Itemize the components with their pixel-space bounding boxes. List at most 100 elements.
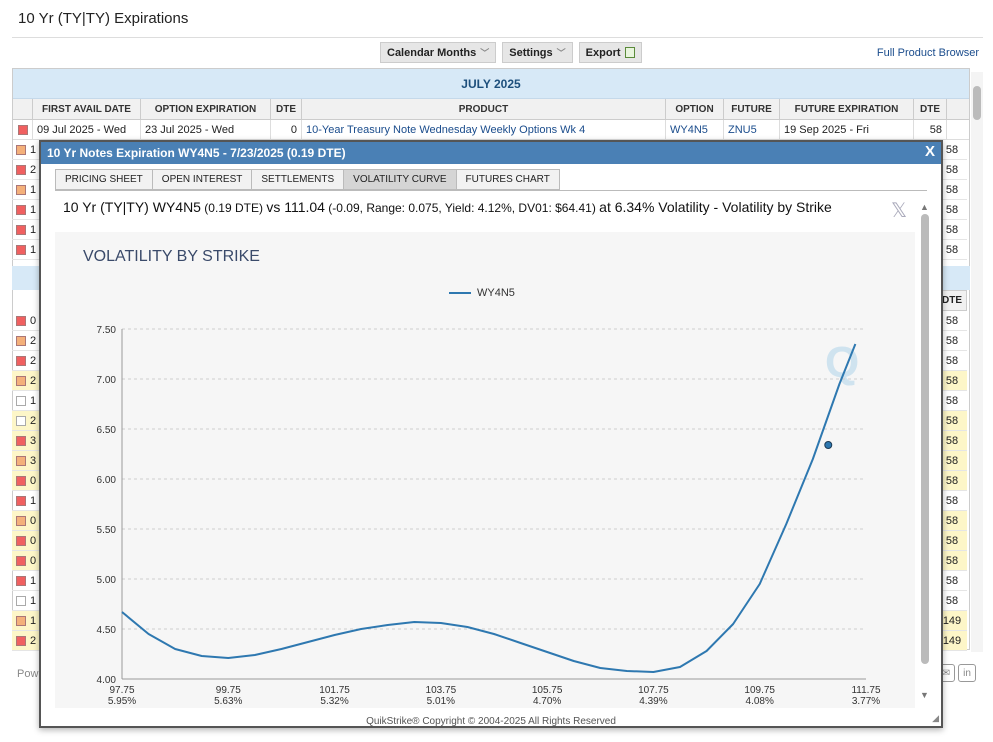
list-item[interactable]: 1: [12, 140, 42, 160]
col-header-option-exp: OPTION EXPIRATION: [141, 99, 271, 119]
dialog-titlebar[interactable]: 10 Yr Notes Expiration WY4N5 - 7/23/2025…: [41, 142, 941, 164]
close-button[interactable]: X: [924, 143, 935, 160]
cell-future-exp: 19 Sep 2025 - Fri: [780, 120, 914, 139]
row-fragment: 1: [30, 394, 37, 407]
calendar-months-button[interactable]: Calendar Months ﹀: [380, 42, 497, 63]
list-item[interactable]: 2: [12, 351, 42, 371]
list-item[interactable]: 1: [12, 220, 42, 240]
status-square: [16, 204, 26, 215]
cell-product-link[interactable]: 10-Year Treasury Note Wednesday Weekly O…: [302, 120, 666, 139]
dialog-scrollbar-thumb[interactable]: [921, 214, 929, 664]
list-item[interactable]: 0: [12, 531, 42, 551]
y-tick-label: 5.00: [97, 575, 117, 586]
settings-button[interactable]: Settings ﹀: [502, 42, 573, 63]
list-item[interactable]: 1: [12, 180, 42, 200]
tab-settlements[interactable]: SETTLEMENTS: [251, 169, 344, 190]
list-item[interactable]: 0: [12, 471, 42, 491]
hidden-rows-left: 1 2 1 1 1 1: [12, 140, 42, 260]
list-item[interactable]: 1: [12, 491, 42, 511]
dte-cell: 58: [937, 411, 967, 431]
list-item[interactable]: 0: [12, 511, 42, 531]
table-row[interactable]: 09 Jul 2025 - Wed 23 Jul 2025 - Wed 0 10…: [13, 120, 969, 140]
x-tick-vol-label: 5.32%: [320, 696, 348, 707]
export-button[interactable]: Export: [578, 42, 642, 63]
status-square: [16, 495, 26, 506]
cell-option-link[interactable]: WY4N5: [666, 120, 724, 139]
month-band-left: [12, 266, 42, 290]
page-title: 10 Yr (TY|TY) Expirations: [18, 10, 189, 27]
resize-grip-icon[interactable]: ◢: [932, 713, 939, 723]
cell-future-link[interactable]: ZNU5: [724, 120, 780, 139]
full-product-browser-link[interactable]: Full Product Browser: [876, 47, 979, 59]
list-item[interactable]: 2: [12, 160, 42, 180]
status-square: [16, 335, 26, 346]
tab-pricing-sheet[interactable]: PRICING SHEET: [55, 169, 152, 190]
dialog-footer: QuikStrike® Copyright © 2004-2025 All Ri…: [366, 716, 616, 727]
dte-cell: 58: [937, 431, 967, 451]
hidden-rows-left-2: 0 2 2 2 1 2 3 3 0 1 0 0 0 1 1 1 2: [12, 311, 42, 651]
x-tick-vol-label: 4.70%: [533, 696, 561, 707]
hidden-dte-right-2: 58 58 58 58 58 58 58 58 58 58 58 58 58 5…: [937, 311, 967, 651]
list-item[interactable]: 2: [12, 631, 42, 651]
tab-volatility-curve[interactable]: VOLATILITY CURVE: [343, 169, 456, 190]
x-tick-strike-label: 97.75: [109, 685, 134, 696]
list-item[interactable]: 0: [12, 311, 42, 331]
dte-cell: 58: [937, 571, 967, 591]
row-select[interactable]: [13, 120, 33, 139]
list-item[interactable]: 3: [12, 451, 42, 471]
legend-label: WY4N5: [477, 287, 515, 299]
page-scrollbar[interactable]: [971, 72, 983, 652]
tabs-divider: [55, 190, 927, 191]
row-fragment: 1: [30, 183, 37, 196]
list-item[interactable]: 1: [12, 200, 42, 220]
scroll-down-icon[interactable]: ▼: [920, 690, 929, 700]
month-header: JULY 2025: [13, 69, 969, 99]
status-square: [16, 575, 26, 586]
list-item[interactable]: 1: [12, 571, 42, 591]
tab-futures-chart[interactable]: FUTURES CHART: [455, 169, 560, 190]
current-volatility-point: [824, 441, 833, 449]
list-item[interactable]: 1: [12, 240, 42, 260]
list-item[interactable]: 2: [12, 371, 42, 391]
page-scrollbar-thumb[interactable]: [973, 86, 981, 120]
x-tick-vol-label: 5.95%: [108, 696, 136, 707]
tab-open-interest[interactable]: OPEN INTEREST: [151, 169, 252, 190]
chart-legend[interactable]: WY4N5: [449, 287, 515, 299]
dialog-scrollbar[interactable]: ▲ ▼: [919, 202, 931, 702]
toolbar: Calendar Months ﹀ Settings ﹀ Export: [380, 42, 642, 63]
linkedin-icon[interactable]: in: [958, 664, 976, 682]
status-square: [16, 395, 26, 406]
list-item[interactable]: 0: [12, 551, 42, 571]
x-tick-vol-label: 5.01%: [427, 696, 455, 707]
dte-cell: 58: [937, 511, 967, 531]
x-tick-strike-label: 107.75: [638, 685, 669, 696]
col-header-future-exp: FUTURE EXPIRATION: [780, 99, 914, 119]
col-header-future-dte: DTE: [914, 99, 947, 119]
list-item[interactable]: 1: [12, 391, 42, 411]
export-label: Export: [585, 46, 621, 59]
list-item[interactable]: 3: [12, 431, 42, 451]
status-square: [16, 144, 26, 155]
list-item[interactable]: 2: [12, 331, 42, 351]
list-item[interactable]: 1: [12, 611, 42, 631]
x-tick-strike-label: 105.75: [532, 685, 563, 696]
dte-cell: 149: [937, 631, 967, 651]
x-tick-vol-label: 4.39%: [639, 696, 667, 707]
status-square: [16, 615, 26, 626]
list-item[interactable]: 1: [12, 591, 42, 611]
chart-canvas: 7.50 7.00 6.50 6.00 5.50 5.00 4.50 4.0097.755.9…: [97, 325, 881, 707]
status-square: [16, 375, 26, 386]
chevron-down-icon: ﹀: [480, 48, 490, 58]
dte-cell: 58: [937, 531, 967, 551]
hidden-dte-right: 58 58 58 58 58 58: [937, 140, 967, 260]
dte-cell: 58: [937, 240, 967, 260]
dte-cell: 58: [937, 200, 967, 220]
x-tick-strike-label: 101.75: [319, 685, 350, 696]
list-item[interactable]: 2: [12, 411, 42, 431]
excel-icon: [624, 47, 635, 58]
status-square: [16, 415, 26, 426]
dte-cell: 58: [937, 180, 967, 200]
status-square: [16, 184, 26, 195]
scroll-up-icon[interactable]: ▲: [920, 202, 929, 212]
x-share-icon[interactable]: 𝕏: [891, 200, 908, 222]
